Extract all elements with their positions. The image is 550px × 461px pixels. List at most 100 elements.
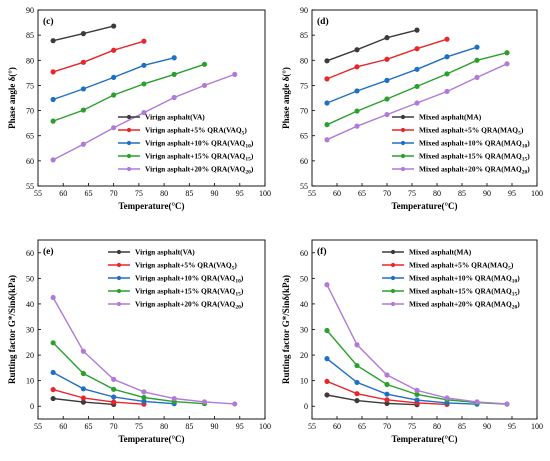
data-point xyxy=(384,381,390,388)
legend-item-5: Virign asphalt+20% QRA(VAQ20) xyxy=(108,300,244,311)
legend: Mixed asphalt(MA) Mixed asphalt+5% QRA(MA… xyxy=(382,248,520,311)
legend-label-subscript: 5 xyxy=(232,266,235,272)
x-tick-label: 80 xyxy=(160,422,168,431)
x-axis-label: Temperature(°C) xyxy=(118,434,184,444)
x-tick-label: 90 xyxy=(211,189,219,198)
legend-label-tail: ) xyxy=(251,139,254,148)
legend-swatch-marker xyxy=(126,127,132,133)
legend-item-3: Virign asphalt+10% QRA(VAQ10) xyxy=(108,274,244,285)
legend-label: Mixed asphalt+10% QRA(MAQ10) xyxy=(409,274,520,285)
data-point xyxy=(50,369,56,376)
legend-label-tail: ) xyxy=(234,261,237,270)
legend: Virign asphalt(VA) Virign asphalt+5% QRA(… xyxy=(118,113,254,176)
x-axis-label: Temperature(°C) xyxy=(391,201,457,211)
legend-swatch-marker xyxy=(116,301,122,307)
legend-label-subscript: 10 xyxy=(512,279,518,285)
y-tick-label: 70 xyxy=(26,107,34,116)
series-3 xyxy=(50,55,177,103)
legend-label-subscript: 20 xyxy=(235,305,241,311)
data-point xyxy=(80,370,87,377)
y-tick-label: 50 xyxy=(26,274,34,283)
x-tick-label: 100 xyxy=(259,189,271,198)
legend-label-main: Mixed asphalt+20% QRA(MAQ xyxy=(419,165,522,174)
y-tick-label: 10 xyxy=(26,377,34,386)
y-tick-label: 0 xyxy=(304,402,308,411)
data-point xyxy=(111,394,117,400)
series-2 xyxy=(324,36,450,82)
x-tick-label: 90 xyxy=(483,422,491,431)
legend-label-main: Virign asphalt+5% QRA(VAQ xyxy=(145,126,242,135)
legend-label-subscript: 15 xyxy=(512,292,518,298)
y-tick-label: 20 xyxy=(300,351,308,360)
legend-label: Virign asphalt+5% QRA(VAQ5) xyxy=(135,261,237,272)
data-point xyxy=(444,36,450,42)
x-tick-label: 65 xyxy=(84,189,92,198)
legend-swatch-marker xyxy=(116,288,122,294)
y-axis-label: Rutting factor G*/Sinδ(kPa) xyxy=(281,275,291,384)
data-point xyxy=(444,395,450,401)
series-5 xyxy=(50,71,238,163)
x-tick-label: 90 xyxy=(483,189,491,198)
data-point xyxy=(354,397,360,404)
data-point xyxy=(414,27,420,33)
legend-label-tail: ) xyxy=(251,165,254,174)
legend-label-tail: ) xyxy=(527,152,530,161)
legend-label-main: Mixed asphalt(MA) xyxy=(419,113,482,122)
legend-label: Virign asphalt+15% QRA(VAQ15) xyxy=(145,152,254,163)
series-3 xyxy=(324,356,480,407)
legend-label-subscript: 10 xyxy=(522,144,528,150)
data-point xyxy=(171,94,177,101)
y-tick-label: 30 xyxy=(26,326,34,335)
legend-label-main: Mixed asphalt+5% QRA(MAQ xyxy=(409,261,508,270)
legend-label: Virign asphalt(VA) xyxy=(135,248,195,257)
data-point xyxy=(354,108,360,114)
data-point xyxy=(474,399,480,405)
y-tick-label: 85 xyxy=(300,31,308,40)
y-tick-label: 60 xyxy=(300,249,308,258)
x-axis-label: Temperature(°C) xyxy=(118,201,184,211)
legend-label-subscript: 15 xyxy=(235,292,241,298)
data-point xyxy=(384,77,390,84)
y-tick-label: 55 xyxy=(26,182,34,191)
data-point xyxy=(171,395,177,402)
x-tick-label: 65 xyxy=(358,422,366,431)
data-point xyxy=(171,71,177,77)
data-point xyxy=(80,86,87,92)
legend-label-main: Virign asphalt(VA) xyxy=(135,248,195,257)
legend-label-tail: ) xyxy=(241,287,244,296)
series-3 xyxy=(324,44,480,106)
legend-swatch-marker xyxy=(116,275,122,281)
legend-swatch-marker xyxy=(126,140,132,146)
y-tick-label: 60 xyxy=(26,249,34,258)
data-point xyxy=(141,109,147,116)
series-4 xyxy=(324,50,510,128)
legend-label: Mixed asphalt+15% QRA(MAQ15) xyxy=(419,152,530,163)
legend-item-4: Virign asphalt+15% QRA(VAQ15) xyxy=(108,287,244,298)
legend-item-5: Mixed asphalt+20% QRA(MAQ20) xyxy=(392,165,530,176)
y-tick-label: 55 xyxy=(300,182,308,191)
plot-frame xyxy=(37,9,266,187)
legend-swatch-marker xyxy=(400,153,406,159)
x-tick-label: 70 xyxy=(110,422,118,431)
series-2 xyxy=(50,38,147,75)
data-point xyxy=(50,118,56,124)
y-tick-label: 65 xyxy=(26,132,34,141)
data-point xyxy=(444,54,450,60)
legend-label-main: Mixed asphalt(MA) xyxy=(409,248,472,257)
data-point xyxy=(384,111,390,118)
x-tick-label: 90 xyxy=(211,422,219,431)
chart-panel-4: 55 60 65 70 75 80 85 90 95 100 0 10 20 30 40 50 60 Temper… xyxy=(281,239,543,444)
chart-panel-3: 55 60 65 70 75 80 85 90 95 100 0 10 20 30 40 50 60 Temper… xyxy=(7,239,271,444)
x-tick-label: 85 xyxy=(185,422,193,431)
data-point xyxy=(141,389,147,395)
data-point xyxy=(80,59,87,65)
x-tick-label: 95 xyxy=(508,189,516,198)
data-point xyxy=(80,107,87,113)
legend-label-tail: ) xyxy=(517,300,520,309)
x-tick-label: 65 xyxy=(84,422,92,431)
legend-swatch-marker xyxy=(116,262,122,268)
legend-label-tail: ) xyxy=(244,126,247,135)
series-line xyxy=(52,388,144,405)
x-tick-label: 85 xyxy=(458,189,466,198)
legend-item-2: Mixed asphalt+5% QRA(MAQ5) xyxy=(382,261,514,272)
